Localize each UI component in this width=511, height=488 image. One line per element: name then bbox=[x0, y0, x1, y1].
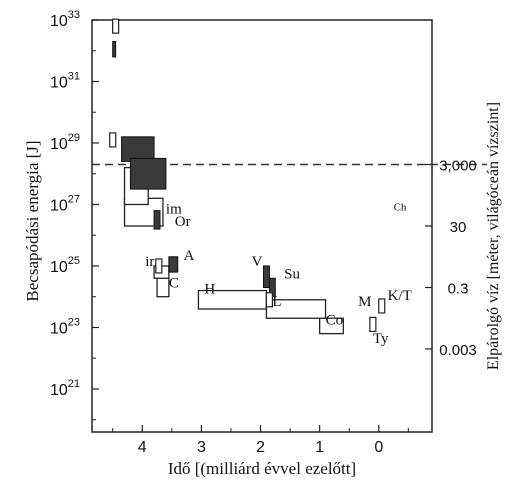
impact-mark bbox=[369, 316, 377, 332]
y-tick-label: 1021 bbox=[50, 378, 80, 399]
x-tick-label: 4 bbox=[138, 439, 147, 456]
impact-mark bbox=[378, 298, 386, 314]
event-label: K/T bbox=[388, 288, 412, 304]
impact-mark bbox=[265, 292, 273, 308]
event-label: Or bbox=[175, 214, 191, 230]
marks-layer bbox=[92, 18, 487, 335]
event-label: L bbox=[272, 294, 281, 310]
y-tick-label: 1029 bbox=[50, 132, 80, 153]
event-label: im bbox=[166, 202, 182, 218]
open-box bbox=[319, 317, 344, 335]
impact-mark bbox=[155, 258, 163, 274]
event-label: H bbox=[204, 282, 215, 298]
x-axis-title: Idő [(milliárd évvel ezelőtt] bbox=[168, 459, 356, 478]
filled-box bbox=[112, 41, 117, 58]
filled-box bbox=[262, 265, 270, 288]
y-tick-label: 1027 bbox=[50, 193, 80, 214]
event-label: Su bbox=[284, 266, 300, 282]
event-label: ir bbox=[145, 254, 154, 270]
x-tick-label: 1 bbox=[315, 439, 324, 456]
event-label: C bbox=[169, 275, 179, 291]
event-label: Ch bbox=[394, 202, 407, 214]
y-tick-label: 1023 bbox=[50, 316, 80, 337]
x-tick-label: 2 bbox=[256, 439, 265, 456]
event-label: Co bbox=[326, 312, 344, 328]
y-axis-title-right: Elpárolgó víz [méter, világóceán vízszin… bbox=[485, 102, 502, 370]
y-axis-title-left: Becsapódási energia [J] bbox=[23, 140, 42, 301]
impact-mark bbox=[109, 132, 117, 148]
filled-box bbox=[153, 210, 161, 230]
filled-box bbox=[168, 256, 179, 273]
open-box bbox=[265, 299, 327, 319]
event-label: Ty bbox=[373, 331, 389, 347]
x-tick-label: 3 bbox=[197, 439, 206, 456]
filled-box bbox=[121, 136, 155, 162]
y-tick-label: 1033 bbox=[50, 9, 80, 30]
x-tick-label: 0 bbox=[374, 439, 383, 456]
event-label: M bbox=[358, 294, 371, 310]
impact-mark bbox=[112, 18, 120, 34]
event-label: V bbox=[252, 254, 263, 270]
right-tick-label: 3,000 bbox=[439, 158, 477, 175]
right-tick-label: 0.3 bbox=[448, 280, 469, 297]
right-tick-label: 0.003 bbox=[439, 342, 477, 359]
right-tick-label: 30 bbox=[450, 219, 467, 236]
tick-layer: 4 3 2 1 0 1033 1031 1029 1027 1025 1023 1021 3,000 30… bbox=[50, 9, 477, 456]
filled-box bbox=[129, 157, 167, 190]
event-label: A bbox=[184, 248, 195, 264]
y-tick-label: 1025 bbox=[50, 255, 80, 276]
y-tick-label: 1031 bbox=[50, 70, 80, 91]
